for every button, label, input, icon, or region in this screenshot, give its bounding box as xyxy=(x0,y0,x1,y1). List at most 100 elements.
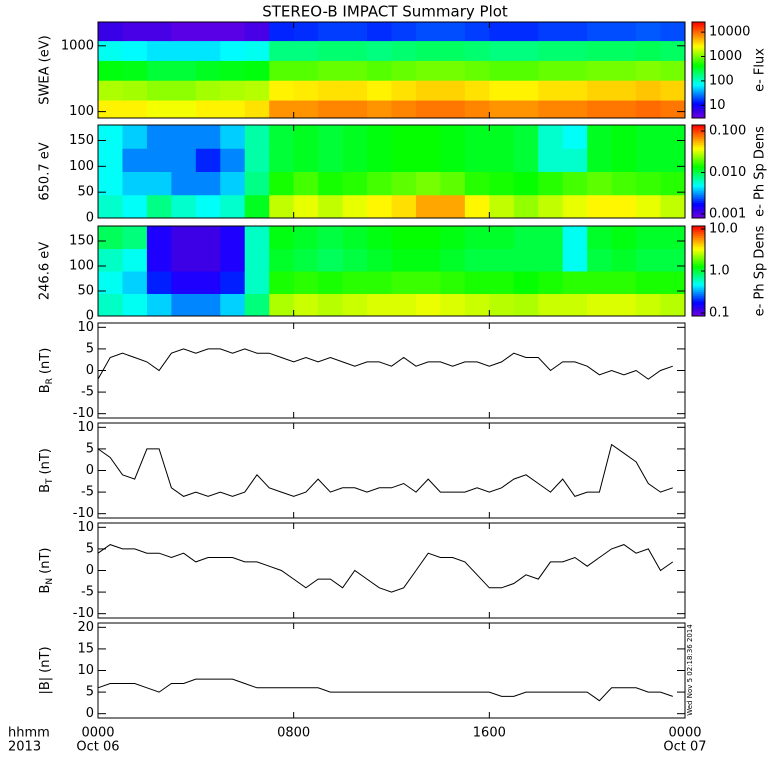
spectrogram-cell xyxy=(195,80,221,101)
spectrogram-cell xyxy=(415,125,441,149)
colorbar-swatch xyxy=(692,167,705,171)
colorbar-swatch xyxy=(692,58,705,61)
spectrogram-cell xyxy=(611,293,637,317)
spectrogram-cell xyxy=(611,271,637,294)
spectrogram-cell xyxy=(464,40,490,61)
colorbar-tick-label: 1000 xyxy=(709,49,742,64)
colorbar-swatch xyxy=(692,312,705,315)
spectrogram-cell xyxy=(562,293,588,317)
spectrogram-cell xyxy=(636,148,662,172)
spectrogram-cell xyxy=(391,271,417,294)
colorbar-swatch xyxy=(692,148,705,151)
spectrogram-cell xyxy=(391,226,417,249)
spectrogram-cell xyxy=(244,194,270,219)
spectrogram-cell xyxy=(611,100,637,119)
colorbar-tick-label: 0.010 xyxy=(709,165,746,180)
colorbar-swatch xyxy=(692,173,705,176)
spectrogram-cell xyxy=(318,226,344,249)
spectrogram-cell xyxy=(464,100,490,119)
spectrogram-cell xyxy=(660,60,686,81)
colorbar-swatch xyxy=(692,269,705,272)
colorbar-swatch xyxy=(692,212,705,215)
y-axis-label-unit: (nT) xyxy=(38,548,53,574)
spectrogram-cell xyxy=(513,22,539,42)
spectrogram-cell xyxy=(122,100,148,119)
spectrogram-cell xyxy=(122,40,148,61)
spectrogram-cell xyxy=(342,40,368,61)
spectrogram-cell xyxy=(269,22,295,42)
spectrogram-cell xyxy=(391,40,417,61)
spectrogram-cell xyxy=(464,271,490,294)
spectrogram-cell xyxy=(440,271,466,294)
spectrogram-cell xyxy=(171,80,197,101)
spectrogram-cell xyxy=(318,125,344,149)
colorbar-swatch xyxy=(692,156,705,159)
spectrogram-cell xyxy=(269,40,295,61)
colorbar-swatch xyxy=(692,30,705,33)
spectrogram-cell xyxy=(318,100,344,119)
spectrogram-cell xyxy=(489,80,515,101)
spectrogram-cell xyxy=(367,226,392,249)
spectrogram-cell xyxy=(660,248,686,272)
spectrogram-cell xyxy=(146,22,172,42)
spectrogram-cell xyxy=(391,248,417,272)
y-tick-label: 0 xyxy=(86,211,94,226)
spectrogram-cell xyxy=(293,40,319,61)
spectrogram-cell xyxy=(122,125,148,149)
spectrogram-cell xyxy=(660,148,686,172)
colorbar-swatch xyxy=(692,248,705,251)
colorbar-swatch xyxy=(692,26,705,29)
colorbar-swatch xyxy=(692,252,705,255)
panel-frame xyxy=(97,422,686,519)
spectrogram-cell xyxy=(538,40,564,61)
colorbar-swatch xyxy=(692,280,705,283)
spectrogram-cell xyxy=(636,60,662,81)
spectrogram-cell xyxy=(244,80,270,101)
colorbar-swatch xyxy=(692,82,705,85)
colorbar-swatch xyxy=(692,181,705,184)
spectrogram-cell xyxy=(513,148,539,172)
colorbar-swatch xyxy=(692,94,705,97)
y-axis-label-sub: N xyxy=(45,578,55,585)
spectrogram-cell xyxy=(611,226,637,249)
spectrogram-cell xyxy=(513,125,539,149)
colorbar-swatch xyxy=(692,202,705,205)
spectrogram-cell xyxy=(587,194,613,219)
colorbar-swatch xyxy=(692,256,705,259)
colorbar-tick-label: 0.001 xyxy=(709,206,746,221)
colorbar-swatch xyxy=(692,163,705,167)
spectrogram-cell xyxy=(391,194,417,219)
y-axis-label: BN (nT) xyxy=(38,548,55,594)
spectrogram-cell xyxy=(440,100,466,119)
spectrogram-cell xyxy=(440,226,466,249)
colorbar-swatch xyxy=(692,297,705,300)
colorbar-swatch xyxy=(692,112,705,115)
spectrogram-cell xyxy=(415,148,441,172)
colorbar-label: e- Ph Sp Dens xyxy=(753,126,768,217)
spectrogram-cell xyxy=(440,194,466,219)
colorbar-swatch xyxy=(692,132,705,136)
spectrogram-cell xyxy=(538,171,564,196)
spectrogram-cell xyxy=(269,271,295,294)
panel-frame xyxy=(97,124,686,219)
spectrogram-cell xyxy=(367,248,392,272)
field-line xyxy=(97,678,673,702)
colorbar-swatch xyxy=(692,272,705,276)
colorbar-swatch xyxy=(692,267,705,270)
spectrogram-cell xyxy=(171,148,197,172)
colorbar-label: e- Ph Sp Dens xyxy=(753,225,768,316)
colorbar-swatch xyxy=(692,70,705,73)
spectrogram-cell xyxy=(660,293,686,317)
colorbar-swatch xyxy=(692,48,705,51)
spectrogram-cell xyxy=(98,171,123,196)
colorbar-label: e- Flux xyxy=(753,48,768,92)
y-tick-label: 10 xyxy=(77,520,94,535)
spectrogram-cell xyxy=(269,125,295,149)
colorbar-swatch xyxy=(692,138,705,141)
spectrogram-cell xyxy=(538,148,564,172)
spectrogram-cell xyxy=(587,148,613,172)
colorbar-swatch xyxy=(692,239,705,242)
spectrogram-cell xyxy=(391,125,417,149)
colorbar-swatch xyxy=(692,114,705,117)
spectrogram-cell xyxy=(367,194,392,219)
